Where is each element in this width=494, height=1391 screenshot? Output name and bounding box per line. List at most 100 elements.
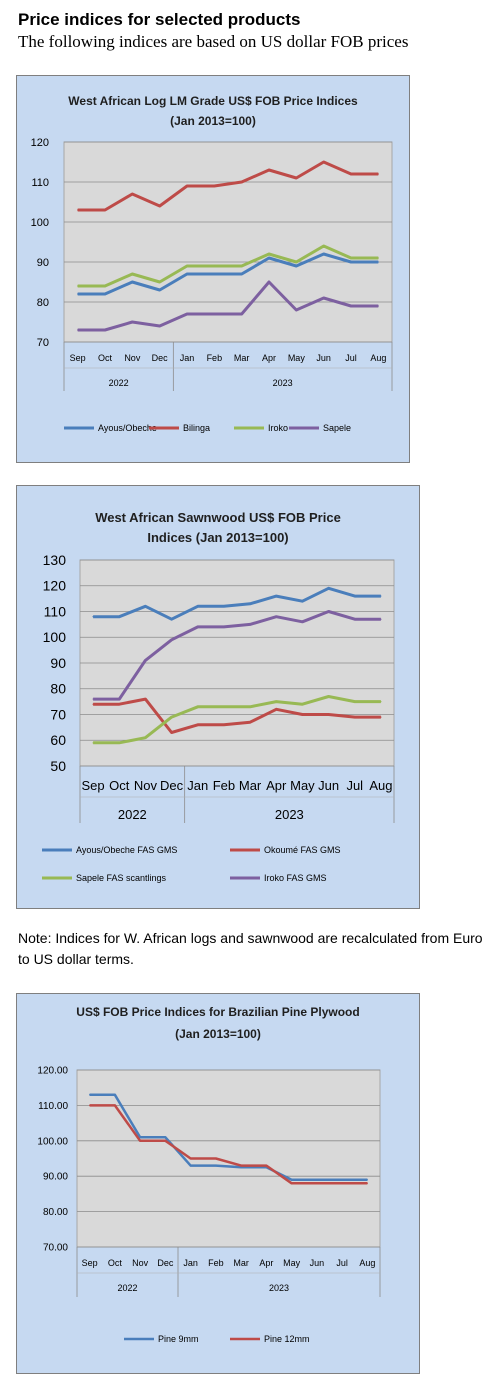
data-point <box>295 177 297 179</box>
x-tick-label: Jul <box>346 778 363 793</box>
legend-label: Pine 12mm <box>264 1334 310 1344</box>
x-tick-label: Apr <box>262 353 276 363</box>
chart-title-line: (Jan 2013=100) <box>175 1027 261 1041</box>
data-point <box>139 1136 141 1138</box>
y-tick-label: 100 <box>43 629 67 645</box>
data-point <box>354 701 356 703</box>
page-heading: Price indices for selected products <box>18 10 301 29</box>
data-point <box>186 185 188 187</box>
series-line-3 <box>93 695 381 745</box>
data-point <box>144 737 147 739</box>
data-point <box>327 587 330 589</box>
data-point <box>291 1182 293 1184</box>
data-point <box>190 1157 192 1160</box>
data-point <box>327 610 330 613</box>
data-point <box>291 1179 293 1181</box>
x-tick-label: Sep <box>70 353 86 363</box>
data-point <box>268 257 270 259</box>
series-line-1 <box>77 252 379 296</box>
data-point <box>301 703 304 705</box>
data-point <box>316 1179 318 1181</box>
data-point <box>249 603 251 605</box>
x-tick-label: Jun <box>310 1258 325 1268</box>
y-tick-label: 50 <box>50 758 66 774</box>
data-point <box>354 595 356 597</box>
chart-title-line: Indices (Jan 2013=100) <box>147 530 288 545</box>
year-label: 2022 <box>109 378 129 388</box>
series-line-4 <box>77 280 379 332</box>
x-tick-label: Oct <box>109 778 130 793</box>
chart-title-line: West African Sawnwood US$ FOB Price <box>95 510 341 525</box>
y-tick-label: 70.00 <box>43 1243 68 1254</box>
y-tick-label: 70 <box>37 337 49 349</box>
x-tick-label: Aug <box>370 353 386 363</box>
data-point <box>77 285 79 287</box>
data-point <box>131 273 133 275</box>
data-point <box>268 169 270 171</box>
data-point <box>144 659 147 662</box>
data-point <box>380 595 382 597</box>
data-point <box>144 605 147 607</box>
legend-label: Ayous/Obeche FAS GMS <box>76 845 177 855</box>
data-point <box>131 193 133 195</box>
series-line-3 <box>77 244 379 288</box>
legend-label: Iroko FAS GMS <box>264 873 327 883</box>
data-point <box>92 742 94 744</box>
data-point <box>268 281 270 283</box>
x-tick-label: Feb <box>213 778 235 793</box>
data-point <box>92 698 94 700</box>
data-point <box>118 698 120 700</box>
data-point <box>380 716 382 718</box>
data-point <box>215 1157 217 1160</box>
data-point <box>131 321 133 323</box>
data-point <box>197 706 199 708</box>
data-point <box>341 1179 343 1181</box>
data-point <box>301 621 304 623</box>
data-point <box>350 257 352 259</box>
data-point <box>92 616 94 618</box>
series-line-2 <box>93 697 381 734</box>
x-tick-label: Oct <box>98 353 113 363</box>
x-tick-label: May <box>288 353 306 363</box>
y-tick-label: 110.00 <box>38 1101 68 1112</box>
data-point <box>118 703 120 705</box>
data-point <box>301 713 304 716</box>
data-point <box>118 742 120 744</box>
x-tick-label: Mar <box>234 353 250 363</box>
data-point <box>223 626 225 628</box>
legend-label: Okoumé FAS GMS <box>264 845 341 855</box>
data-point <box>77 293 79 295</box>
y-tick-label: 80.00 <box>43 1207 68 1218</box>
year-label: 2022 <box>118 807 147 822</box>
data-point <box>186 265 188 267</box>
x-tick-label: Dec <box>157 1258 174 1268</box>
data-point <box>350 261 352 263</box>
data-point <box>350 305 352 307</box>
x-tick-label: Aug <box>359 1258 375 1268</box>
data-point <box>118 616 120 618</box>
chart-title-line: West African Log LM Grade US$ FOB Price … <box>68 94 358 108</box>
data-point <box>380 618 382 620</box>
x-tick-label: Nov <box>134 778 158 793</box>
year-label: 2022 <box>117 1283 137 1293</box>
data-point <box>223 724 225 726</box>
chart-title-line: US$ FOB Price Indices for Brazilian Pine… <box>76 1005 359 1019</box>
x-tick-label: May <box>290 778 315 793</box>
y-tick-label: 100.00 <box>37 1136 68 1147</box>
data-point <box>164 1136 166 1138</box>
data-point <box>295 261 297 263</box>
year-label: 2023 <box>269 1283 289 1293</box>
data-point <box>186 313 188 315</box>
data-point <box>213 313 215 315</box>
x-tick-label: Jul <box>345 353 357 363</box>
legend-label: Sapele FAS scantlings <box>76 873 167 883</box>
y-tick-label: 130 <box>43 552 67 568</box>
x-tick-label: Jun <box>316 353 331 363</box>
data-point <box>89 1094 91 1096</box>
data-point <box>377 261 379 263</box>
sawnwood-price-chart: West African Sawnwood US$ FOB Price Indic… <box>16 485 420 909</box>
x-tick-label: Jan <box>180 353 195 363</box>
data-point <box>323 297 325 299</box>
data-point <box>139 1140 141 1142</box>
x-tick-label: Dec <box>152 353 169 363</box>
